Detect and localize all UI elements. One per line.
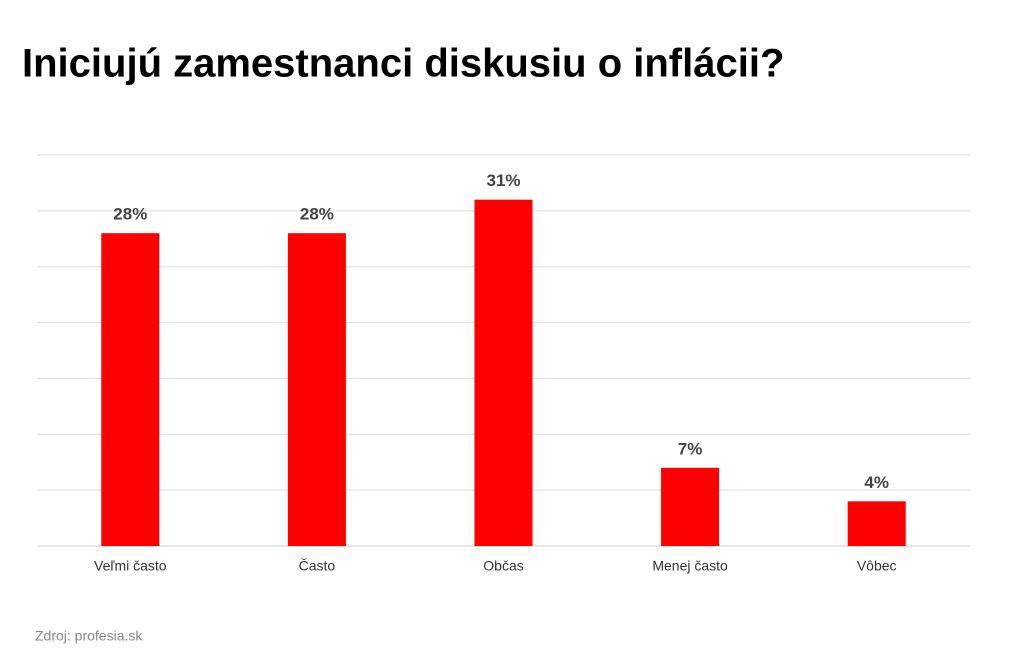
x-tick-label: Vôbec [857,558,897,574]
x-tick-label: Veľmi často [94,558,167,574]
value-label: 28% [300,205,334,224]
value-label: 31% [486,171,520,190]
bar [474,199,533,546]
bar [101,233,160,546]
x-tick-label: Občas [483,558,523,574]
value-label: 7% [678,439,703,458]
bar [661,467,720,546]
value-label: 4% [864,473,889,492]
x-tick-label: Menej často [652,558,728,574]
chart-title: Iniciujú zamestnanci diskusiu o inflácii… [22,42,784,86]
source-note: Zdroj: profesia.sk [35,628,143,644]
bar [847,501,906,546]
bar [287,233,346,546]
x-tick-label: Často [299,558,336,574]
value-label: 28% [113,205,147,224]
